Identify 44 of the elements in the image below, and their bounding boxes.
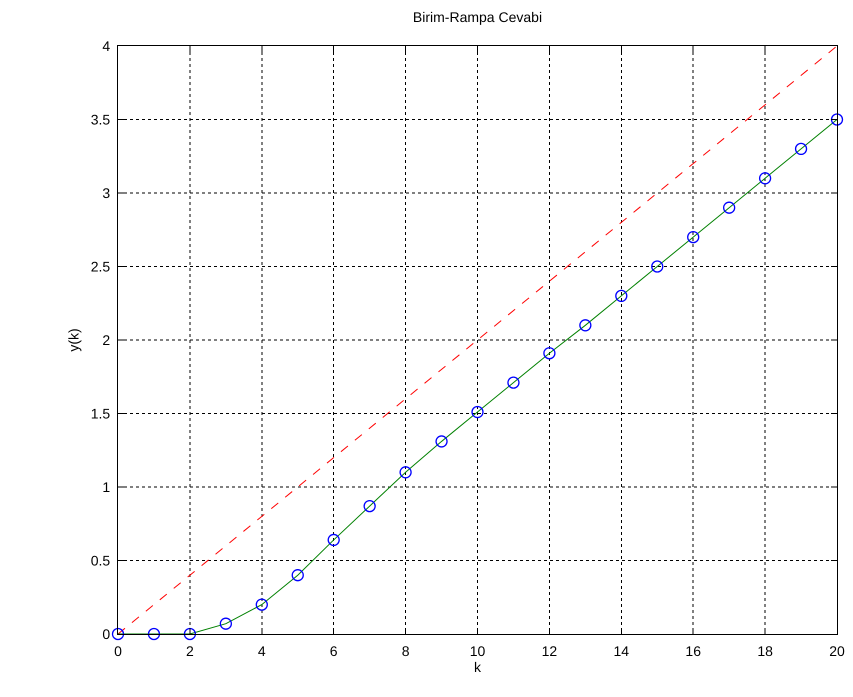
x-tick-label: 20 bbox=[829, 642, 845, 659]
point bbox=[220, 618, 232, 630]
point bbox=[112, 628, 124, 640]
point bbox=[328, 534, 340, 546]
y-tick-label: 4 bbox=[102, 38, 110, 54]
point bbox=[615, 290, 628, 302]
point bbox=[435, 435, 448, 448]
y-tick-label: 2 bbox=[102, 332, 110, 348]
point bbox=[830, 113, 844, 126]
y-tick-label: 3.5 bbox=[90, 111, 110, 128]
x-axis-title: k bbox=[474, 659, 482, 676]
point bbox=[399, 466, 412, 478]
point bbox=[579, 319, 592, 332]
point bbox=[543, 347, 556, 360]
point bbox=[651, 260, 664, 273]
x-tick-label: 18 bbox=[757, 642, 774, 659]
y-tick-label: 2.5 bbox=[90, 258, 110, 274]
y-tick-label: 1.5 bbox=[90, 405, 110, 422]
x-tick-label: 8 bbox=[402, 642, 410, 659]
x-tick-label: 0 bbox=[114, 642, 122, 659]
x-tick-label: 14 bbox=[614, 642, 630, 659]
x-tick-label: 16 bbox=[685, 642, 702, 659]
point bbox=[507, 376, 520, 389]
x-tick-label: 12 bbox=[542, 642, 558, 659]
point bbox=[256, 598, 268, 611]
point bbox=[687, 230, 700, 244]
y-tick-label: 1 bbox=[102, 478, 110, 495]
y-tick-label: 0 bbox=[102, 626, 110, 642]
point bbox=[794, 142, 808, 156]
x-tick-label: 10 bbox=[470, 642, 486, 659]
point bbox=[184, 628, 196, 640]
y-axis-title: y(k) bbox=[65, 328, 82, 352]
point bbox=[758, 172, 772, 184]
point bbox=[292, 569, 304, 582]
y-tick-label: 3 bbox=[102, 184, 110, 201]
point bbox=[148, 628, 160, 640]
x-tick-label: 6 bbox=[330, 642, 338, 659]
chart-title: Birim-Rampa Cevabi bbox=[412, 8, 542, 25]
x-tick-label: 4 bbox=[258, 642, 266, 659]
y-tick-label: 0.5 bbox=[90, 552, 110, 568]
x-tick-label: 2 bbox=[186, 642, 194, 659]
point bbox=[471, 406, 484, 418]
point bbox=[364, 500, 376, 512]
point bbox=[723, 202, 736, 214]
